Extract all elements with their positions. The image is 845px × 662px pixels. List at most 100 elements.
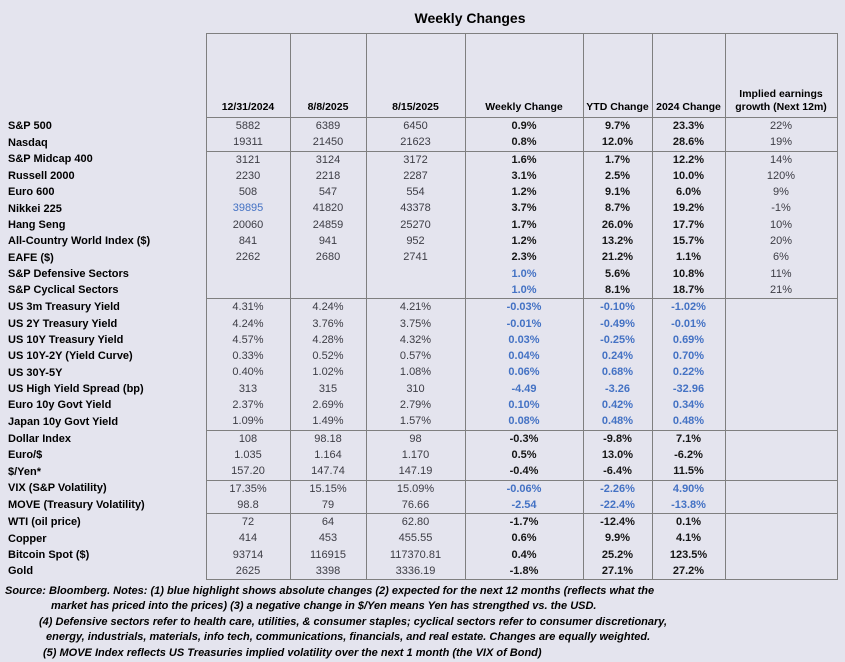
table-row: US 3m Treasury Yield 4.31% 4.24% 4.21% -0.03… bbox=[8, 298, 838, 316]
value-cell: 0.33% bbox=[205, 348, 291, 365]
value-cell: 2741 bbox=[365, 249, 466, 266]
value-cell: -9.8% bbox=[582, 429, 653, 447]
value-cell bbox=[724, 479, 838, 497]
row-label: US 30Y-5Y bbox=[8, 366, 63, 379]
value-cell: 0.9% bbox=[464, 117, 584, 135]
value-cell: 108 bbox=[205, 429, 291, 447]
value-cell: 0.34% bbox=[651, 397, 726, 414]
value-cell bbox=[724, 513, 838, 531]
value-cell: 21.2% bbox=[582, 249, 653, 266]
table-row: EAFE ($) 2262 2680 2741 2.3% 21.2% 1.1% 6% bbox=[8, 249, 838, 266]
value-cell: -32.96 bbox=[651, 380, 726, 398]
value-cell: 15.15% bbox=[289, 479, 367, 497]
value-cell bbox=[724, 348, 838, 365]
value-cell: 9.1% bbox=[582, 184, 653, 201]
value-cell: 1.1% bbox=[651, 249, 726, 266]
row-label: US 2Y Treasury Yield bbox=[8, 317, 118, 330]
value-cell: 414 bbox=[205, 530, 291, 547]
value-cell: 1.0% bbox=[464, 265, 584, 282]
value-cell: 76.66 bbox=[365, 496, 466, 514]
value-cell: 17.7% bbox=[651, 216, 726, 234]
value-cell bbox=[205, 281, 291, 299]
page-title: Weekly Changes bbox=[414, 10, 526, 26]
value-cell: 98 bbox=[365, 429, 466, 447]
value-cell: 9.9% bbox=[582, 530, 653, 547]
value-cell: 147.74 bbox=[289, 463, 367, 481]
value-cell: 12.0% bbox=[582, 134, 653, 152]
value-cell: 20% bbox=[724, 233, 838, 250]
value-cell: -6.4% bbox=[582, 463, 653, 481]
row-label: S&P Cyclical Sectors bbox=[8, 284, 119, 297]
value-cell: -0.4% bbox=[464, 463, 584, 481]
table-row: Russell 2000 2230 2218 2287 3.1% 2.5% 10.0% 120… bbox=[8, 167, 838, 185]
value-cell: -0.49% bbox=[582, 315, 653, 332]
value-cell: -4.49 bbox=[464, 380, 584, 398]
value-cell: 3.75% bbox=[365, 315, 466, 332]
value-cell: 17.35% bbox=[205, 479, 291, 497]
value-cell: -0.25% bbox=[582, 331, 653, 349]
value-cell: 8.1% bbox=[582, 281, 653, 299]
table-row: S&P Defensive Sectors 1.0% 5.6% 10.8% 11% bbox=[8, 265, 838, 282]
value-cell bbox=[724, 413, 838, 431]
value-cell: -0.06% bbox=[464, 479, 584, 497]
value-cell: 9.7% bbox=[582, 117, 653, 135]
value-cell: 27.1% bbox=[582, 563, 653, 581]
value-cell: -1.02% bbox=[651, 298, 726, 316]
value-cell: -0.01% bbox=[651, 315, 726, 332]
value-cell: 0.04% bbox=[464, 348, 584, 365]
value-cell: -0.03% bbox=[464, 298, 584, 316]
value-cell: 453 bbox=[289, 530, 367, 547]
value-cell: 24859 bbox=[289, 216, 367, 234]
value-cell: 3398 bbox=[289, 563, 367, 581]
value-cell: 8.7% bbox=[582, 200, 653, 217]
table-row: Euro 10y Govt Yield 2.37% 2.69% 2.79% 0.10% 0… bbox=[8, 397, 838, 414]
value-cell: 72 bbox=[205, 513, 291, 531]
value-cell: -13.8% bbox=[651, 496, 726, 514]
row-label: S&P Defensive Sectors bbox=[8, 267, 129, 280]
value-cell: 21450 bbox=[289, 134, 367, 152]
value-cell: 1.49% bbox=[289, 413, 367, 431]
value-cell: 0.24% bbox=[582, 348, 653, 365]
value-cell: 19311 bbox=[205, 134, 291, 152]
value-cell: 0.22% bbox=[651, 364, 726, 381]
value-cell: 0.8% bbox=[464, 134, 584, 152]
value-cell: 2230 bbox=[205, 167, 291, 185]
source-notes: Source: Bloomberg. Notes: (1) blue highl… bbox=[5, 584, 843, 661]
row-label: MOVE (Treasury Volatility) bbox=[8, 499, 145, 512]
value-cell: 15.7% bbox=[651, 233, 726, 250]
table-row: S&P Midcap 400 3121 3124 3172 1.6% 1.7% 12.2% 1… bbox=[8, 150, 838, 168]
table-row: Euro/$ 1.035 1.164 1.170 0.5% 13.0% -6.2% bbox=[8, 446, 838, 464]
value-cell: 0.42% bbox=[582, 397, 653, 414]
value-cell bbox=[365, 281, 466, 299]
value-cell: 5882 bbox=[205, 117, 291, 135]
row-label: US High Yield Spread (bp) bbox=[8, 382, 144, 395]
value-cell: 11% bbox=[724, 265, 838, 282]
column-header: Weekly Change bbox=[464, 33, 584, 118]
column-header: Implied earnings growth (Next 12m) bbox=[724, 33, 838, 118]
row-label: S&P 500 bbox=[8, 119, 52, 132]
value-cell: 1.6% bbox=[464, 150, 584, 168]
value-cell: 41820 bbox=[289, 200, 367, 217]
column-header: 12/31/2024 bbox=[205, 33, 291, 118]
value-cell: 12.2% bbox=[651, 150, 726, 168]
table-row: WTI (oil price) 72 64 62.80 -1.7% -12.4% 0.1% bbox=[8, 513, 838, 531]
value-cell: -0.3% bbox=[464, 429, 584, 447]
value-cell: 2.37% bbox=[205, 397, 291, 414]
value-cell: 18.7% bbox=[651, 281, 726, 299]
value-cell: 28.6% bbox=[651, 134, 726, 152]
value-cell: 2.3% bbox=[464, 249, 584, 266]
value-cell: 0.5% bbox=[464, 446, 584, 464]
row-label: Japan 10y Govt Yield bbox=[8, 415, 119, 428]
value-cell bbox=[724, 463, 838, 481]
value-cell: 26.0% bbox=[582, 216, 653, 234]
row-label: EAFE ($) bbox=[8, 251, 54, 264]
value-cell: 952 bbox=[365, 233, 466, 250]
value-cell: 547 bbox=[289, 184, 367, 201]
value-cell bbox=[724, 530, 838, 547]
value-cell bbox=[365, 265, 466, 282]
value-cell: 4.24% bbox=[205, 315, 291, 332]
value-cell: 315 bbox=[289, 380, 367, 398]
value-cell: 27.2% bbox=[651, 563, 726, 581]
value-cell: 4.32% bbox=[365, 331, 466, 349]
